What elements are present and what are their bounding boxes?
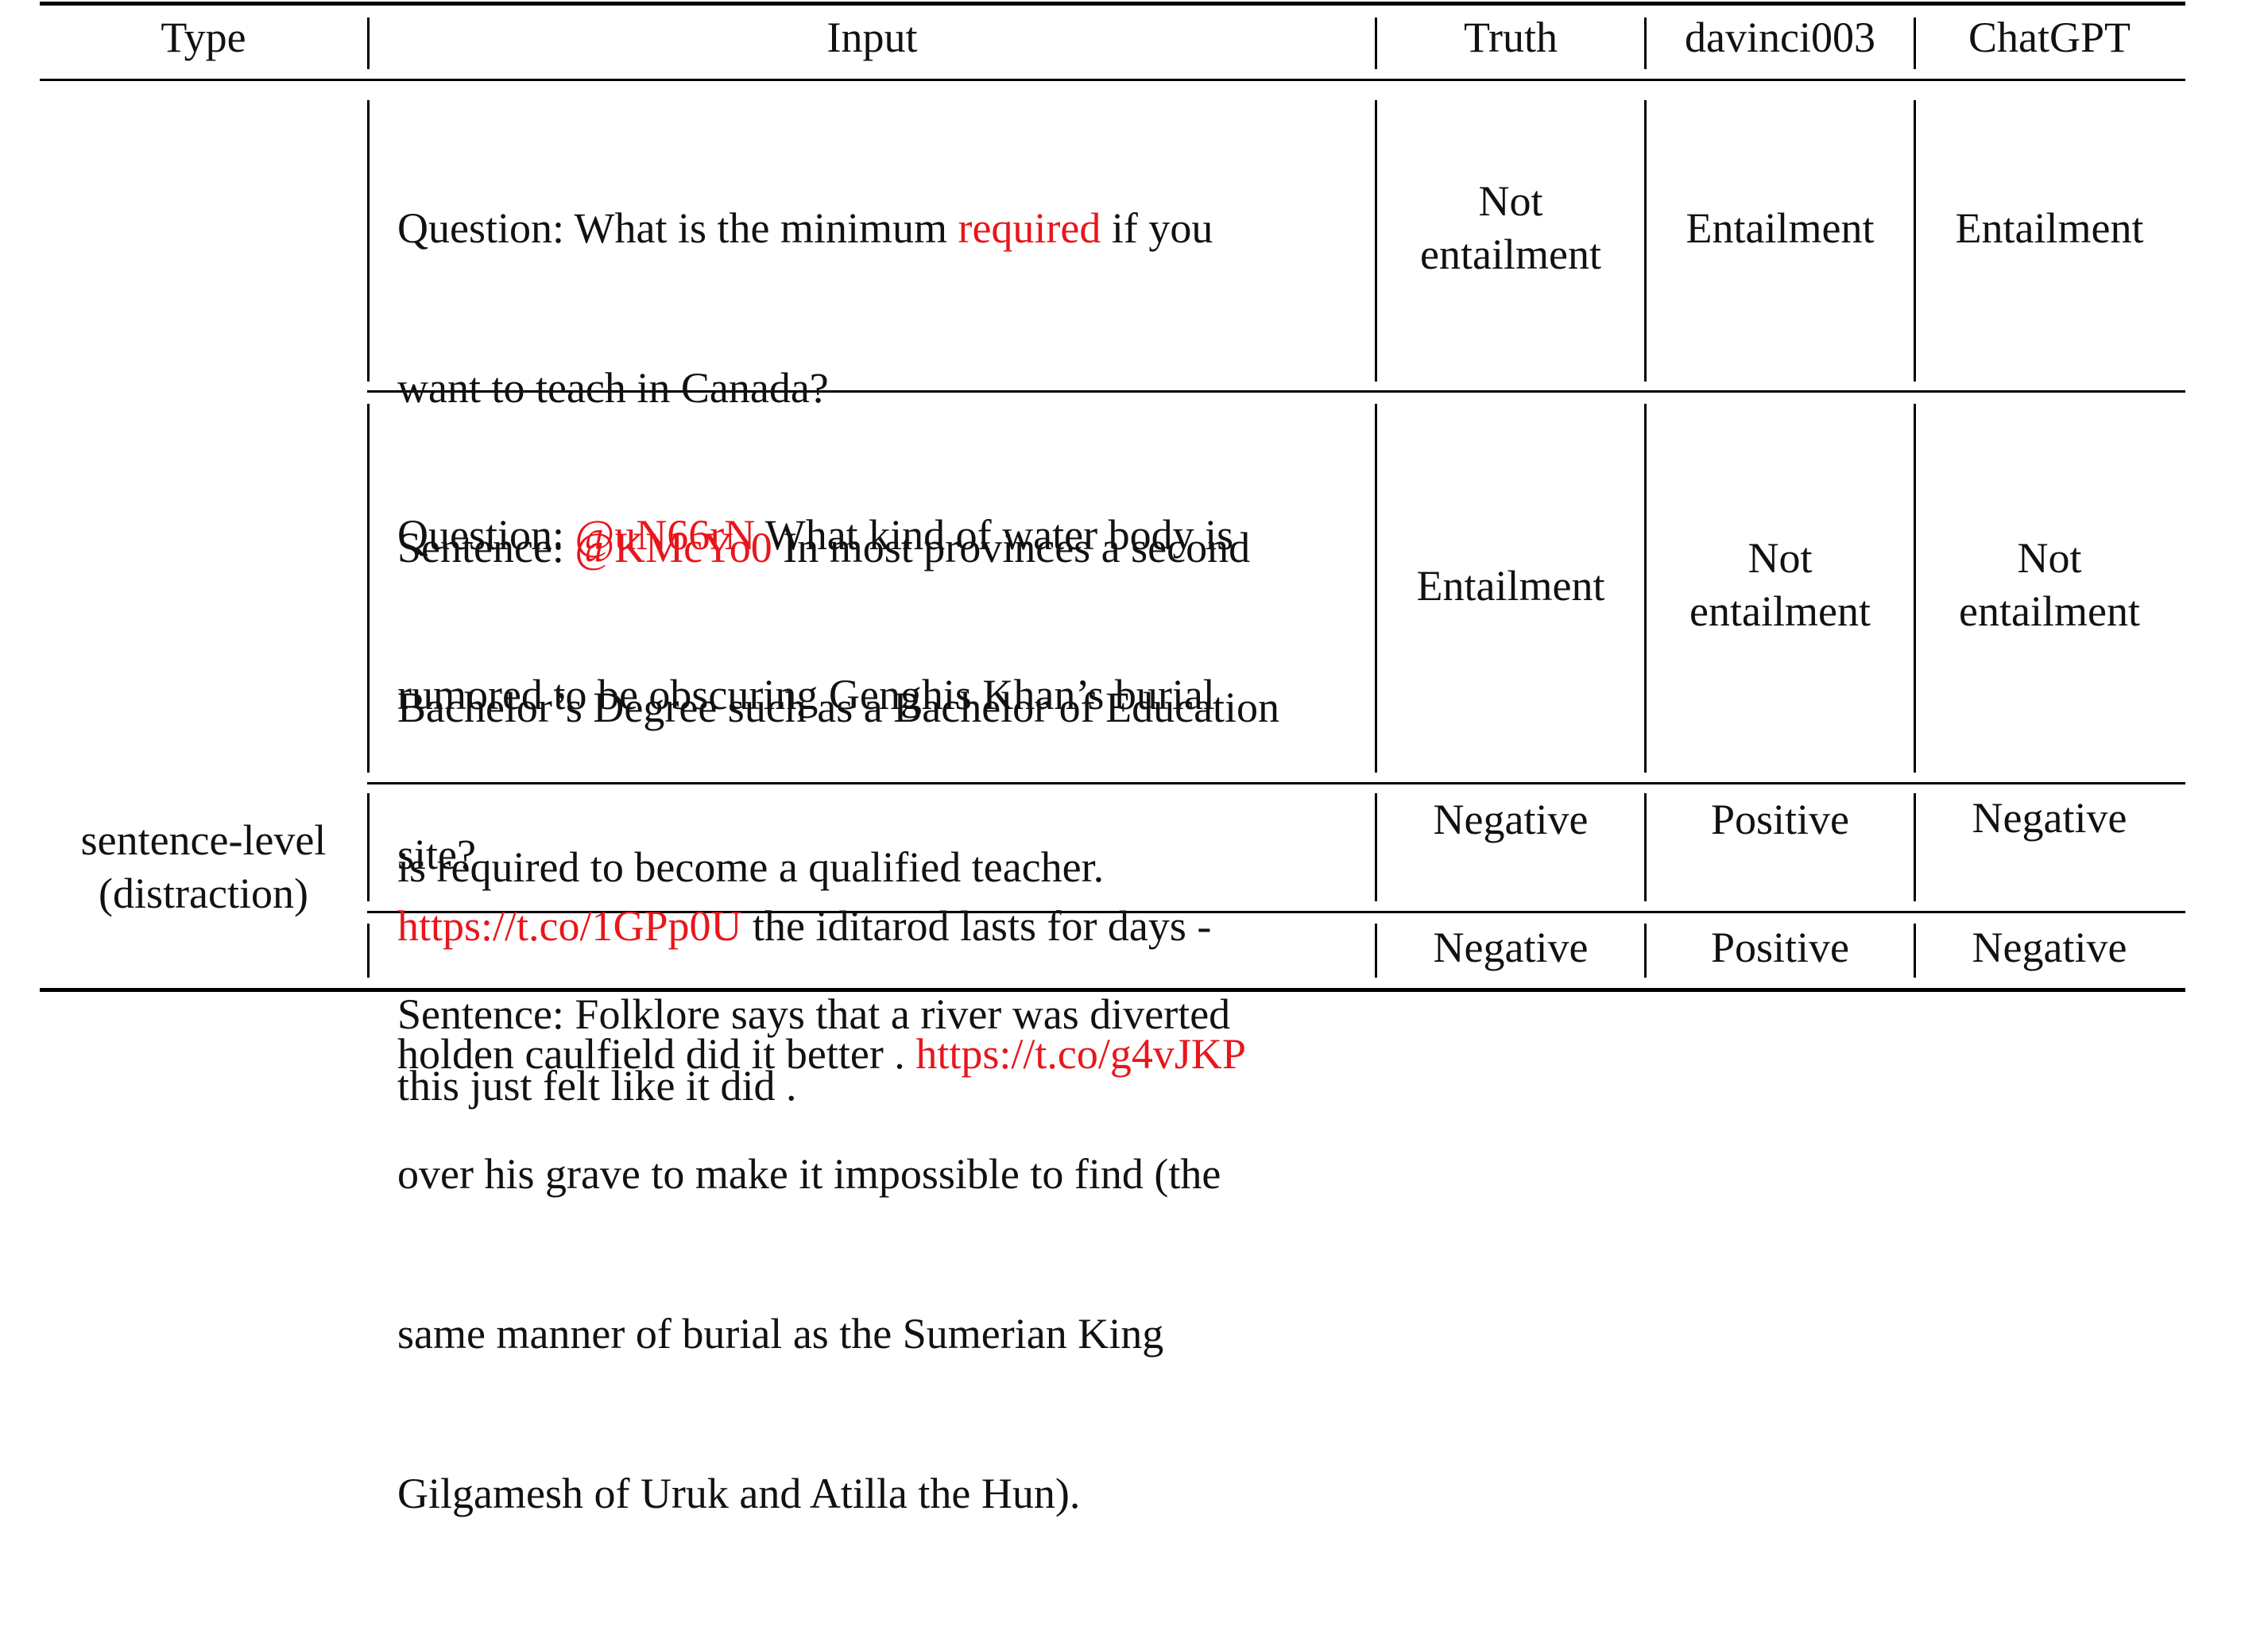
input-text: What kind of water body is [755,511,1234,559]
input-line: want to teach in Canada? [397,362,1375,415]
row-separator [367,793,370,901]
row-1-bottom-rule [367,390,2185,393]
label-line: Positive [1710,796,1850,843]
distraction-token: @KMcYo0 [575,524,772,571]
input-line: https://t.co/1GPp0U the iditarod lasts f… [397,900,1360,953]
input-text: if you [1101,204,1213,252]
table-top-rule [40,2,2185,6]
input-line: rumored to be obscuring Genghis Khan’s b… [397,668,1375,722]
input-text: In most provinces a second [772,524,1251,571]
row-separator [367,924,370,978]
row-separator [1914,924,1916,978]
label-line: Entailment [1416,562,1605,610]
label-line: Negative [1433,796,1589,843]
table-bottom-rule [40,988,2185,992]
row-separator [367,100,370,382]
header-separator [1914,17,1916,69]
row-3-davinci003: Positive [1647,793,1914,846]
row-1-input: Question: What is the minimum required i… [397,95,1375,1001]
input-text: site? [397,831,476,878]
row-2-davinci003: Not entailment [1647,532,1914,638]
row-4-truth: Negative [1377,921,1644,974]
header-type: Type [161,14,246,61]
row-separator [1644,100,1647,382]
header-davinci003: davinci003 [1685,14,1875,61]
row-2-truth: Entailment [1377,560,1644,613]
row-separator [1644,793,1647,901]
label-line: entailment [1959,587,2140,635]
header-chatgpt: ChatGPT [1968,14,2131,61]
header-separator [367,17,370,69]
row-3-bottom-rule [367,911,2185,913]
distraction-token: @uN66rN [575,511,756,559]
label-line: Negative [1433,924,1589,971]
type-label-line: sentence-level [80,816,327,864]
row-separator [1914,793,1916,901]
label-line: entailment [1420,230,1601,278]
label-line: entailment [1689,587,1871,635]
input-text: rumored to be obscuring Genghis Khan’s b… [397,671,1215,719]
row-separator [1644,924,1647,978]
row-2-bottom-rule [367,782,2185,784]
row-1-chatgpt: Entailment [1916,202,2183,255]
input-line: is required to become a qualified teache… [397,841,1375,894]
row-separator [367,404,370,773]
distraction-token: required [958,204,1101,252]
input-text: Question: [397,511,575,559]
row-3-truth: Negative [1377,793,1644,846]
input-line: holden caulfield did it better . https:/… [397,1028,1375,1081]
row-separator [1375,924,1377,978]
row-2-chatgpt: Not entailment [1916,532,2183,638]
row-separator [1914,404,1916,773]
label-line: Not [1747,534,1813,582]
header-bottom-rule [40,79,2185,81]
input-text: same manner of burial as the Sumerian Ki… [397,1310,1164,1358]
input-text: is required to become a qualified teache… [397,843,1105,891]
row-separator [1375,793,1377,901]
label-line: Positive [1710,924,1850,971]
input-line: Question: @uN66rN What kind of water bod… [397,509,1375,562]
label-line: Not [2017,534,2082,582]
row-separator [1644,404,1647,773]
input-text: Bachelor’s Degree such as a Bachelor of … [397,684,1280,731]
input-text: Sentence: [397,524,575,571]
header-separator [1375,17,1377,69]
label-line: Negative [1972,794,2127,842]
input-line: Sentence: @KMcYo0 In most provinces a se… [397,521,1375,575]
input-line: Bachelor’s Degree such as a Bachelor of … [397,681,1375,734]
input-text: Question: What is the minimum [397,204,958,252]
distraction-url: https://t.co/1GPp0U [397,902,742,950]
input-line: Gilgamesh of Uruk and Atilla the Hun). [397,1467,1375,1520]
distraction-url: https://t.co/g4vJKP [915,1030,1246,1078]
row-separator [1914,100,1916,382]
row-1-davinci003: Entailment [1647,202,1914,255]
row-3-chatgpt: Negative [1916,792,2183,845]
row-4-davinci003: Positive [1647,921,1914,974]
label-line: Entailment [1955,204,2144,252]
type-label-line: (distraction) [99,870,308,917]
label-line: Negative [1972,924,2127,971]
row-separator [1375,100,1377,382]
row-4-chatgpt: Negative [1916,921,2183,974]
input-line: same manner of burial as the Sumerian Ki… [397,1307,1375,1361]
input-text: holden caulfield did it better . [397,1030,916,1078]
input-text: want to teach in Canada? [397,364,829,412]
input-text: the iditarod lasts for days - [741,902,1212,950]
input-line: site? [397,828,1375,881]
input-line: Question: What is the minimum required i… [397,202,1375,255]
input-text: Gilgamesh of Uruk and Atilla the Hun). [397,1470,1081,1517]
header-input: Input [826,14,918,61]
row-4-input: holden caulfield did it better . https:/… [397,921,1375,1187]
header-separator [1644,17,1647,69]
row-1-truth: Not entailment [1377,175,1644,281]
row-separator [1375,404,1377,773]
label-line: Not [1478,177,1543,225]
type-cell: sentence-level (distraction) [40,814,367,920]
header-truth: Truth [1463,14,1558,61]
label-line: Entailment [1686,204,1875,252]
